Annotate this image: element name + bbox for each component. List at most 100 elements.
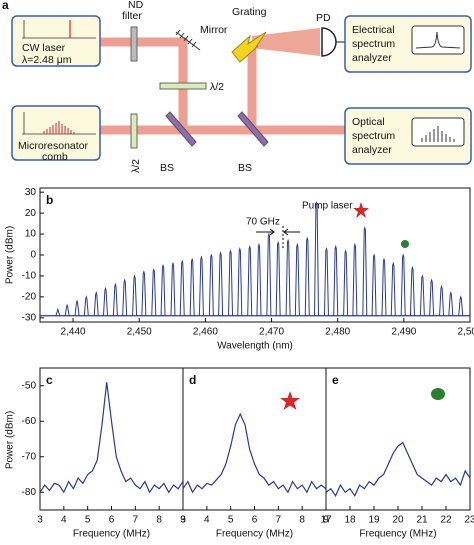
- comb-line: [390, 261, 396, 316]
- analyzer-label: analyzer: [352, 144, 392, 156]
- x-tick-label: 8: [156, 515, 162, 526]
- comb-line: [237, 246, 243, 316]
- photodetector: [321, 27, 337, 57]
- comb-line: [64, 303, 70, 316]
- x-axis-label: Wavelength (nm): [217, 341, 293, 352]
- comb-line: [333, 244, 339, 316]
- analyzer-label: analyzer: [352, 52, 392, 64]
- panel-label: b: [46, 193, 53, 207]
- beam-splitter: [165, 111, 197, 147]
- comb-line: [228, 249, 234, 316]
- x-tick-label: 6: [252, 515, 258, 526]
- x-tick-label: 2,490: [391, 327, 416, 338]
- x-axis-label: Frequency (MHz): [216, 529, 293, 540]
- comb-line: [439, 284, 445, 316]
- comb-line: [102, 286, 108, 316]
- x-tick-label: 9: [180, 515, 186, 526]
- comb-line: [266, 232, 272, 316]
- x-tick-label: 23: [464, 515, 474, 526]
- screen-trace: [415, 31, 461, 49]
- comb-line: [93, 290, 99, 316]
- comb-line: [400, 253, 406, 316]
- y-tick-label: -70: [22, 451, 37, 462]
- x-tick-label: 2,460: [193, 327, 218, 338]
- x-tick-label: 2,470: [259, 327, 284, 338]
- comb-line: [74, 299, 80, 316]
- diverging-beam: [252, 28, 320, 56]
- comb-line: [285, 238, 291, 316]
- star-marker: [353, 202, 369, 218]
- y-tick-label: -10: [22, 271, 37, 282]
- x-tick-label: 7: [276, 515, 282, 526]
- beam-splitter: [237, 111, 269, 147]
- screen-trace: [421, 126, 455, 142]
- mirror-label: Mirror: [200, 24, 228, 36]
- comb-line: [122, 278, 128, 316]
- setup-diagram: CW laser λ=2.48 μm Microresonator comb N…: [2, 0, 472, 174]
- comb-line: [304, 236, 310, 316]
- grating: [231, 31, 267, 63]
- x-axis-label: Frequency (MHz): [359, 529, 436, 540]
- comb-line: [170, 261, 176, 316]
- comb-line: [343, 249, 349, 316]
- analyzer-label: spectrum: [352, 130, 395, 142]
- analyzer-label: Optical: [352, 116, 385, 128]
- x-tick-label: 19: [368, 515, 380, 526]
- x-tick-label: 4: [204, 515, 210, 526]
- x-tick-label: 7: [133, 515, 139, 526]
- spectrum-line: [39, 382, 184, 494]
- panel-label: c: [46, 373, 53, 387]
- half-wave-plate: [159, 82, 207, 90]
- annotation: Pump laser: [302, 201, 353, 212]
- x-tick-label: 22: [440, 515, 452, 526]
- nd-filter: [130, 26, 138, 62]
- comb-line: [83, 295, 89, 316]
- analyzer-label: Electrical: [352, 24, 395, 36]
- comb-line: [55, 307, 61, 316]
- y-tick-label: 20: [25, 208, 37, 219]
- x-tick-label: 21: [416, 515, 428, 526]
- half-wave-plate: [130, 113, 138, 149]
- bs-label: BS: [160, 162, 174, 174]
- dot-marker: [431, 388, 445, 400]
- comb-line: [112, 282, 118, 316]
- x-tick-label: 4: [61, 515, 67, 526]
- half-wave-label: λ/2: [210, 81, 224, 93]
- comb-label: Microresonator: [18, 140, 89, 152]
- x-tick-label: 2,480: [325, 327, 350, 338]
- x-tick-label: 9: [323, 515, 329, 526]
- comb-line: [419, 274, 425, 316]
- y-axis-label: Power (dBm): [5, 411, 16, 469]
- annotation: 70 GHz: [246, 217, 280, 228]
- y-axis-label: Power (dBm): [5, 226, 16, 284]
- comb-line: [208, 253, 214, 316]
- x-tick-label: 20: [392, 515, 404, 526]
- x-tick-label: 2,440: [61, 327, 86, 338]
- y-tick-label: 10: [25, 229, 37, 240]
- comb-line: [256, 242, 262, 316]
- cw-laser-wavelength: λ=2.48 μm: [22, 54, 72, 66]
- analyzer-label: spectrum: [352, 38, 395, 50]
- comb-line: [179, 259, 185, 316]
- cw-laser-box: [11, 15, 101, 67]
- laser-beam: [100, 37, 345, 135]
- x-tick-label: 5: [228, 515, 234, 526]
- comb-line: [362, 226, 368, 316]
- nd-filter-label: filter: [122, 10, 142, 22]
- comb-line: [198, 255, 204, 316]
- comb-line: [314, 200, 320, 316]
- plot-frame: [325, 367, 471, 511]
- mirror: [175, 29, 201, 51]
- comb-line: [275, 240, 281, 316]
- comb-line: [371, 253, 377, 316]
- comb-line: [323, 246, 329, 316]
- comb-line: [247, 244, 253, 316]
- spacing-arrows: [256, 228, 300, 236]
- comb-line: [294, 242, 300, 316]
- panel-label: d: [189, 373, 196, 387]
- cw-laser-label: CW laser: [22, 42, 66, 54]
- x-tick-label: 6: [109, 515, 115, 526]
- y-tick-label: -20: [22, 292, 37, 303]
- comb-line: [458, 295, 464, 316]
